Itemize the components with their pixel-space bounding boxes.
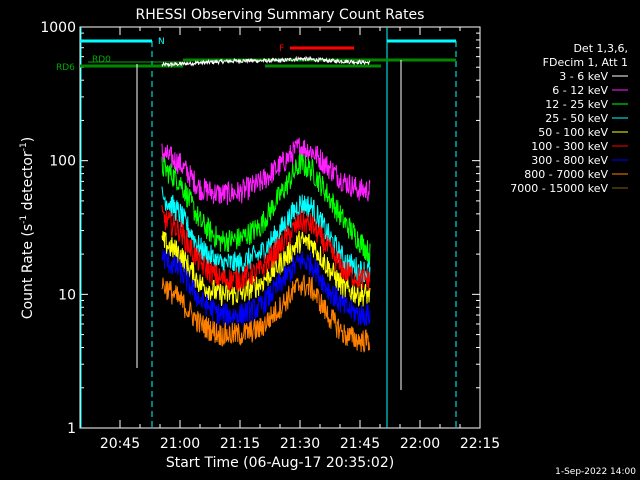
series-line: [161, 153, 371, 265]
x-tick-label: 21:45: [340, 436, 380, 452]
y-tick-label: 100: [49, 154, 76, 170]
legend-entry-label: 300 - 800 keV: [531, 154, 608, 167]
legend-entry-label: 800 - 7000 keV: [524, 168, 608, 181]
svg-text:Count Rate (s-1 detector-1): Count Rate (s-1 detector-1): [19, 137, 36, 319]
series-line: [161, 274, 371, 353]
legend-header-2: FDecim 1, Att 1: [543, 56, 628, 69]
x-axis: 20:45 21:00 21:15 21:30 21:45 22:00 22:15: [100, 27, 500, 452]
series-line: [161, 55, 371, 68]
x-tick-label: 22:00: [400, 436, 440, 452]
x-tick-label: 20:45: [100, 436, 140, 452]
y-tick-label: 1: [67, 421, 76, 437]
series-line: [161, 249, 371, 327]
footer-date: 1-Sep-2022 14:00: [555, 467, 636, 477]
x-tick-label: 21:15: [220, 436, 260, 452]
series-line: [161, 230, 371, 307]
series-group: [161, 55, 371, 353]
y-tick-label: 1000: [40, 20, 76, 36]
y-axis: 1 10 100 1000: [40, 20, 480, 437]
x-tick-label: 21:00: [160, 436, 200, 452]
legend-entry-label: 3 - 6 keV: [559, 70, 608, 83]
y-axis-label: Count Rate (s-1 detector-1): [19, 137, 36, 319]
legend-entry-label: 12 - 25 keV: [545, 98, 608, 111]
y-tick-label: 10: [58, 287, 76, 303]
legend-header-1: Det 1,3,6,: [573, 42, 628, 55]
legend-entry-label: 50 - 100 keV: [538, 126, 608, 139]
x-tick-label: 21:30: [280, 436, 320, 452]
flare-label: F: [279, 44, 284, 54]
night-label: N: [158, 37, 165, 47]
x-tick-label: 22:15: [460, 436, 500, 452]
legend-entry-label: 6 - 12 keV: [552, 84, 608, 97]
series-line: [161, 204, 371, 292]
chart-title: RHESSI Observing Summary Count Rates: [136, 7, 425, 23]
x-axis-label: Start Time (06-Aug-17 20:35:02): [166, 455, 394, 471]
rd6-label-left: RD6: [56, 63, 75, 73]
annotations: N RD0 RD6 F: [56, 27, 457, 428]
legend-entry-label: 100 - 300 keV: [531, 140, 608, 153]
legend-entry-label: 7000 - 15000 keV: [510, 182, 608, 195]
legend-entry-label: 25 - 50 keV: [545, 112, 608, 125]
rd0-label-inner: RD0: [92, 55, 111, 65]
series-line: [161, 137, 371, 206]
